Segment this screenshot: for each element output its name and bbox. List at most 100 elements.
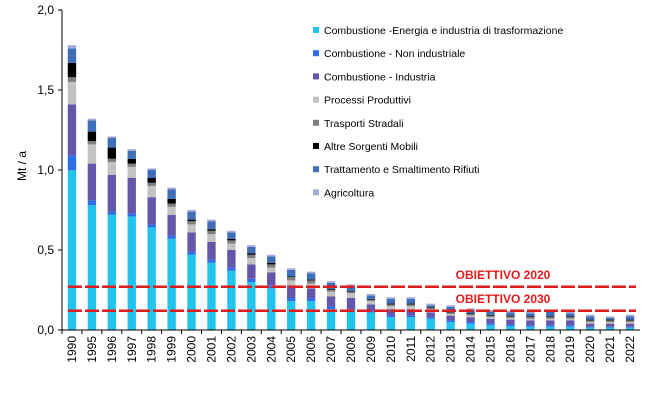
bar-segment-2016-s2	[506, 319, 515, 325]
legend-swatch	[313, 143, 319, 149]
bar-segment-2010-s2	[386, 309, 396, 316]
bar-segment-2017-s6	[526, 313, 535, 317]
x-tick-label: 1996	[105, 336, 119, 363]
bar-segment-2003-s1	[247, 278, 256, 282]
bar-segment-2021-s3	[605, 322, 615, 324]
x-tick-label: 1999	[165, 336, 179, 363]
bar-segment-2009-s4	[366, 299, 376, 302]
bar-segment-1998-s5	[147, 178, 156, 183]
bar-segment-2005-s2	[287, 285, 296, 298]
bar-segment-2013-s2	[446, 315, 455, 321]
bar-segment-2007-s3	[326, 291, 336, 297]
bar-segment-2018-s6	[546, 311, 555, 317]
bar-segment-2017-s0	[526, 326, 535, 330]
bar-segment-1997-s4	[127, 163, 136, 167]
bar-segment-2005-s1	[287, 298, 296, 302]
bar-segment-2012-s6	[426, 305, 435, 307]
bar-segment-2009-s0	[366, 312, 376, 330]
bar-segment-2005-s4	[287, 277, 296, 281]
bar-segment-2017-s7	[526, 311, 535, 314]
bar-segment-2002-s1	[227, 267, 236, 271]
bar-segment-2004-s1	[267, 285, 276, 289]
bar-segment-2011-s6	[406, 298, 415, 304]
bar-segment-2007-s2	[326, 296, 336, 306]
bar-segment-2003-s3	[247, 258, 256, 265]
bar-segment-2007-s5	[326, 289, 336, 290]
legend-swatch	[313, 166, 319, 173]
bar-segment-2004-s7	[267, 254, 276, 257]
bar-segment-2021-s1	[605, 326, 615, 328]
x-tick-label: 2015	[484, 336, 498, 363]
bar-segment-2018-s3	[546, 318, 555, 321]
bar-segment-1996-s7	[107, 136, 117, 138]
bar-segment-1999-s3	[167, 206, 176, 215]
x-tick-label: 2000	[185, 336, 199, 363]
bar-segment-2011-s1	[406, 315, 415, 318]
x-tick-label: 2011	[404, 336, 418, 362]
x-tick-label: 2019	[563, 336, 577, 363]
bar-segment-2009-s3	[366, 301, 376, 305]
bar-segment-2022-s5	[625, 319, 635, 321]
bar-segment-2013-s3	[446, 314, 455, 316]
bar-segment-2012-s4	[426, 307, 435, 310]
bar-segment-2002-s4	[227, 240, 236, 244]
bar-segment-1990-s1	[67, 155, 77, 170]
x-tick-label: 2008	[344, 336, 358, 363]
bar-segment-2008-s6	[346, 286, 356, 291]
bar-segment-2010-s4	[386, 304, 396, 306]
bar-segment-2017-s5	[526, 316, 535, 318]
bar-segment-2000-s4	[187, 221, 196, 225]
bar-segment-2004-s4	[267, 264, 276, 268]
bar-segment-2002-s2	[227, 250, 236, 268]
bar-segment-2010-s6	[386, 298, 396, 304]
bar-segment-1995-s0	[87, 205, 97, 330]
bar-segment-2008-s5	[346, 290, 356, 292]
bar-segment-2002-s6	[227, 232, 236, 239]
bar-segment-2019-s4	[566, 317, 575, 319]
bar-segment-1995-s1	[87, 200, 97, 206]
bar-segment-1998-s1	[147, 224, 156, 228]
bar-segment-2018-s1	[546, 325, 555, 327]
y-axis-label: Mt / a	[15, 151, 29, 181]
bar-segment-2022-s0	[625, 327, 635, 330]
bar-segment-1997-s3	[127, 166, 136, 178]
bar-segment-1997-s2	[127, 178, 136, 214]
bar-segment-2010-s5	[386, 303, 396, 305]
bar-segment-2000-s5	[187, 219, 196, 222]
legend-label: Trattamento e Smaltimento Rifiuti	[324, 164, 479, 176]
x-tick-label: 1995	[85, 336, 99, 363]
bar-segment-2008-s7	[346, 284, 356, 286]
legend-swatch	[313, 119, 319, 126]
legend-swatch	[313, 50, 319, 57]
x-tick-label: 1998	[145, 336, 159, 363]
bar-segment-2020-s4	[585, 320, 595, 322]
bar-segment-2011-s2	[406, 309, 415, 316]
x-tick-label: 2021	[603, 336, 617, 363]
x-tick-label: 2002	[224, 336, 238, 363]
target-lines: OBIETTIVO 2020 OBIETTIVO 2030	[67, 268, 636, 313]
bar-segment-2020-s1	[585, 326, 595, 328]
target-label-1: OBIETTIVO 2020	[456, 268, 551, 282]
bar-segment-1997-s1	[127, 213, 136, 217]
x-tick-label: 1997	[125, 336, 139, 363]
legend-swatch	[313, 96, 319, 103]
y-tick-label: 0,5	[37, 243, 54, 257]
x-tick-label: 2010	[384, 336, 398, 363]
bar-segment-2003-s0	[247, 282, 256, 330]
bar-segment-2006-s4	[306, 280, 316, 284]
bar-segment-2001-s3	[207, 234, 216, 242]
bar-segment-2017-s3	[526, 318, 535, 321]
bar-segment-2003-s2	[247, 264, 256, 279]
bar-segment-1998-s2	[147, 197, 156, 225]
bar-segment-2005-s6	[287, 270, 296, 277]
legend-swatch	[313, 27, 319, 33]
x-tick-label: 2022	[623, 336, 637, 363]
bar-segment-2001-s4	[207, 230, 216, 234]
bar-segment-2019-s1	[566, 325, 575, 327]
bar-segment-2003-s7	[247, 245, 256, 247]
x-tick-label: 2012	[424, 336, 438, 363]
bar-segment-2020-s2	[585, 323, 595, 327]
legend-label: Processi Produttivi	[324, 95, 411, 107]
legend: Combustione -Energia e industria di tras…	[313, 25, 563, 199]
x-tick-label: 2009	[364, 336, 378, 363]
